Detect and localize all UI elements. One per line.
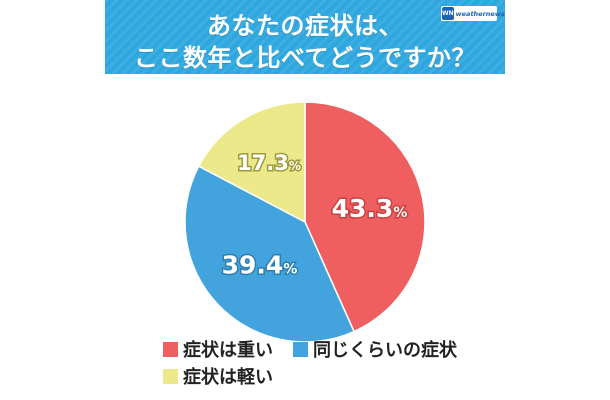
legend-label: 症状は重い [183,340,273,361]
chart-frame: あなたの症状は、 ここ数年と比べてどうですか？ WN weathernews 4… [105,0,505,400]
pie-slice-value: 17.3 [237,151,289,175]
pie-slice-unit: % [283,262,297,278]
pie-slice-unit: % [289,159,301,173]
brand-name: weathernews [455,9,505,18]
pie-slice [184,165,356,343]
pie-slice-unit: % [393,205,407,221]
legend-item: 症状は重い [163,336,273,362]
pie-slice-value: 39.4 [222,251,284,280]
pie-slice [304,101,426,333]
weathernews-logo: WN weathernews [441,6,505,21]
brand-mark-icon: WN [442,7,454,20]
chart-title-line-2: ここ数年と比べてどうですか？ [133,44,477,72]
legend-label: 症状は軽い [183,367,273,388]
title-banner: あなたの症状は、 ここ数年と比べてどうですか？ WN weathernews [105,0,505,74]
pie-slice-value: 43.3 [332,194,394,223]
pie-slice-label: 39.4% [222,251,298,280]
legend-label: 同じくらいの症状 [313,340,457,361]
legend-swatch [293,341,308,357]
pie-slice-label: 17.3% [237,151,301,175]
legend-swatch [163,368,178,384]
pie-slice [197,101,306,224]
pie-slice-label: 43.3% [332,194,408,223]
chart-title-line-1: あなたの症状は、 [207,12,403,40]
legend-item: 症状は軽い [163,363,273,389]
legend-swatch [163,341,178,357]
legend-item: 同じくらいの症状 [293,336,457,362]
pie-chart: 43.3%39.4%17.3% [184,101,426,343]
